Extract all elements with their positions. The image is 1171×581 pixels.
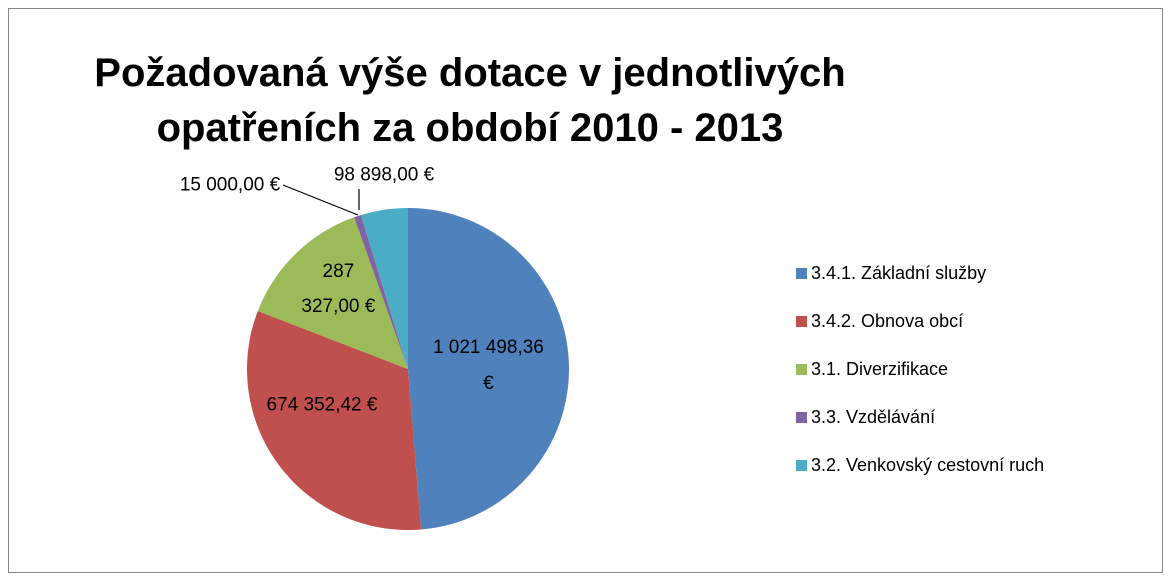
pie-slice [408, 208, 569, 530]
legend-swatch [796, 316, 807, 327]
pie-slice [257, 217, 408, 369]
data-label: 287 327,00 € [301, 261, 376, 318]
pie-slice [246, 310, 422, 530]
legend-label: 3.3. Vzdělávání [811, 407, 935, 427]
pie-slice [360, 208, 408, 369]
leader-line [282, 184, 359, 216]
legend-label: 3.4.2. Obnova obcí [811, 311, 963, 331]
data-label: 1 021 498,36 € [432, 336, 544, 394]
chart-title: Požadovaná výše dotace v jednotlivých opa… [94, 51, 845, 150]
data-label: 674 352,42 € [266, 394, 378, 416]
chart-border [8, 8, 1163, 573]
legend-label: 3.1. Diverzifikace [811, 359, 948, 379]
data-label: 15 000,00 € [179, 174, 281, 196]
legend-swatch [796, 412, 807, 423]
legend-swatch [796, 460, 807, 471]
pie-slice [354, 215, 408, 369]
legend-label: 3.4.1. Základní služby [811, 263, 986, 283]
legend-label: 3.2. Venkovský cestovní ruch [811, 455, 1044, 475]
data-label: 98 898,00 € [333, 164, 435, 186]
legend-swatch [796, 364, 807, 375]
legend-swatch [796, 268, 807, 279]
